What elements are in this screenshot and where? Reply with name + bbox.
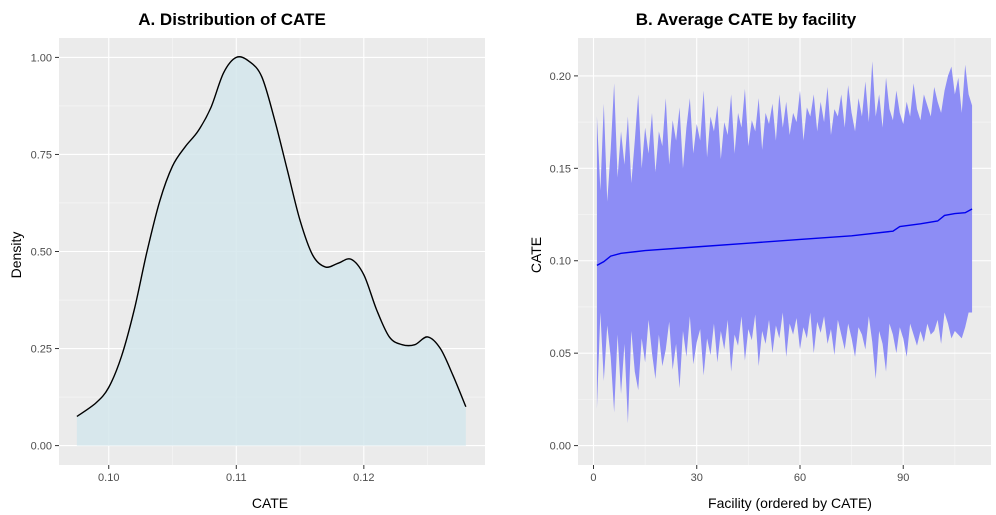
panel-a-axes: 0.10 0.11 0.12 0.00 0.25 0.50 0.75 1.00 (31, 52, 375, 484)
panel-b-y-tick-label: 0.20 (550, 71, 571, 83)
panel-a-y-tick-label: 0.50 (31, 247, 52, 259)
panel-b-x-tick-label: 30 (691, 472, 703, 484)
panel-b-x-tick-label: 0 (590, 472, 596, 484)
confidence-band (596, 61, 973, 424)
panel-b-series (596, 61, 973, 424)
panel-a-y-axis-label: Density (8, 232, 24, 279)
panel-b-y-tick-label: 0.10 (550, 256, 571, 268)
panel-a-y-tick-label: 0.75 (31, 149, 52, 161)
panel-b-axes: 0 30 60 90 0.00 0.05 0.10 0.15 0.20 (550, 71, 910, 484)
panel-a-density (76, 56, 467, 446)
panel-a-x-tick-label: 0.11 (226, 472, 247, 484)
average-cate-line (596, 208, 973, 266)
panel-a-x-tick-label: 0.10 (98, 472, 119, 484)
panel-a-y-tick-label: 0.00 (31, 441, 52, 453)
panel-b-y-tick-label: 0.15 (550, 163, 571, 175)
panel-a-x-axis-label: CATE (252, 495, 288, 511)
panel-b-x-axis-label: Facility (ordered by CATE) (708, 495, 872, 511)
panel-b-title: B. Average CATE by facility (636, 10, 857, 29)
panel-b-x-tick-label: 90 (897, 472, 909, 484)
density-area (76, 56, 466, 446)
panel-a-title: A. Distribution of CATE (138, 10, 326, 29)
panel-a-y-tick-label: 0.25 (31, 344, 52, 356)
panel-a-x-tick-label: 0.12 (353, 472, 374, 484)
panel-b-y-tick-label: 0.00 (550, 441, 571, 453)
panel-b-x-tick-label: 60 (794, 472, 806, 484)
panel-a-y-tick-label: 1.00 (31, 52, 52, 64)
density-curve (76, 56, 467, 418)
panel-a: A. Distribution of CATE 0.10 0.11 0.12 0.00… (8, 10, 485, 511)
panel-b: B. Average CATE by facility 0 30 60 900.000… (528, 10, 991, 511)
panel-b-y-axis-label: CATE (528, 237, 544, 273)
panel-b-y-tick-label: 0.05 (550, 348, 571, 360)
